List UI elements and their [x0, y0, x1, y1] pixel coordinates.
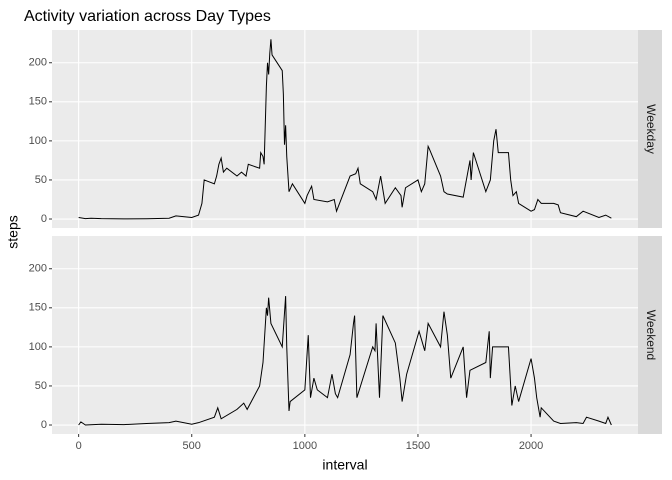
y-tick-label: 100	[29, 135, 47, 147]
x-tick-label: 1500	[406, 440, 430, 452]
line	[78, 39, 612, 220]
y-tick-label: 50	[35, 174, 47, 186]
y-axis-title: steps	[5, 215, 21, 248]
strip	[638, 236, 662, 434]
strip-label: Weekend	[644, 310, 658, 360]
y-tick-label: 200	[29, 263, 47, 275]
y-tick-label: 0	[41, 213, 47, 225]
strip	[638, 30, 662, 228]
y-tick-label: 150	[29, 302, 47, 314]
x-tick-label: 1000	[293, 440, 317, 452]
x-tick-label: 500	[183, 440, 201, 452]
strip-label: Weekday	[644, 104, 658, 154]
y-tick-label: 200	[29, 57, 47, 69]
y-tick-label: 50	[35, 380, 47, 392]
x-tick-label: 2000	[519, 440, 543, 452]
x-axis-title: interval	[322, 457, 367, 473]
panel-background	[52, 236, 638, 434]
chart-title: Activity variation across Day Types	[24, 8, 271, 25]
line	[78, 296, 612, 426]
y-tick-label: 100	[29, 341, 47, 353]
y-tick-label: 150	[29, 96, 47, 108]
y-tick-label: 0	[41, 419, 47, 431]
panel-background	[52, 30, 638, 228]
x-tick-label: 0	[76, 440, 82, 452]
